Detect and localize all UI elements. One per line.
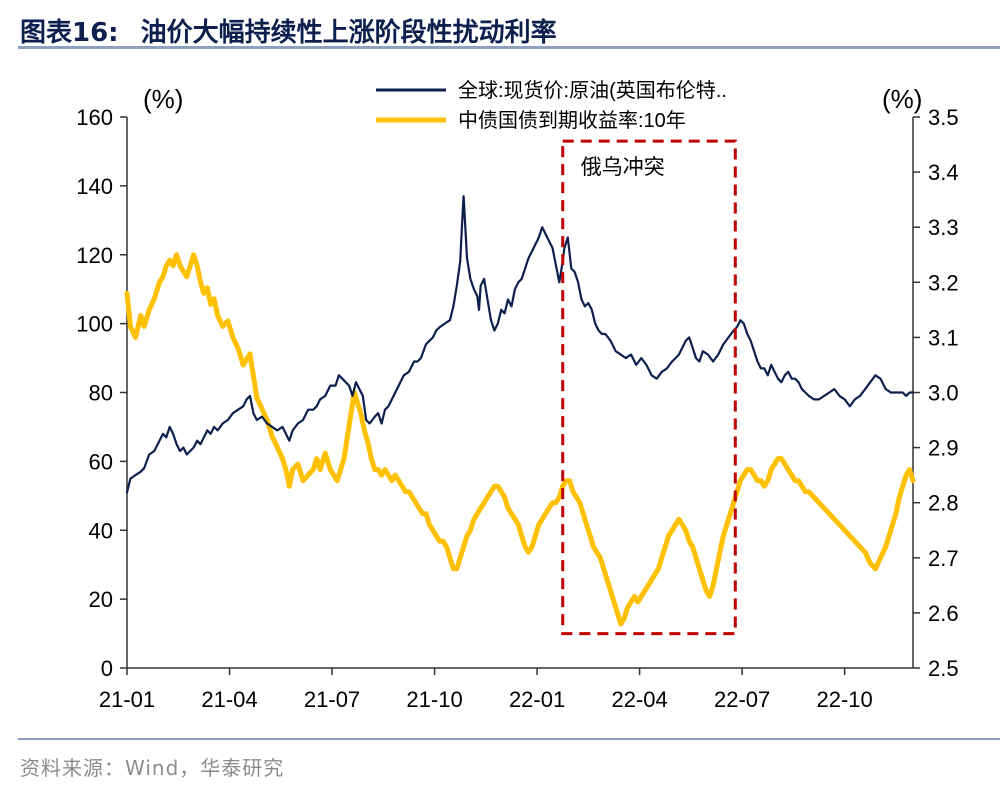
x-tick-label: 21-07 — [304, 687, 360, 712]
figure-title: 图表16: 油价大幅持续性上涨阶段性扰动利率 — [20, 12, 557, 49]
x-tick-label: 21-10 — [406, 687, 462, 712]
right-axis-unit: (%) — [882, 84, 922, 114]
right-tick-label: 3.5 — [928, 105, 959, 130]
right-tick-label: 3.3 — [928, 215, 959, 240]
series-line-yield — [124, 252, 916, 627]
right-tick-label: 2.9 — [928, 436, 959, 461]
left-tick-label: 120 — [76, 243, 113, 268]
right-tick-label: 2.5 — [928, 656, 959, 681]
conflict-annotation-label: 俄乌冲突 — [581, 156, 665, 179]
x-tick-label: 22-07 — [714, 687, 770, 712]
x-tick-label: 22-01 — [509, 687, 565, 712]
series-layer — [124, 195, 916, 627]
figure-title-text: 油价大幅持续性上涨阶段性扰动利率 — [140, 18, 557, 48]
left-ticks: 0 20 40 60 80 100 120 140 160 — [76, 105, 127, 681]
right-tick-label: 2.7 — [928, 546, 959, 571]
conflict-annotation-box — [561, 139, 737, 636]
source-note: 资料来源：Wind，华泰研究 — [20, 756, 285, 780]
footer-rule — [18, 738, 1000, 740]
x-tick-label: 22-10 — [817, 687, 873, 712]
right-ticks: 2.5 2.6 2.7 2.8 2.9 3.0 3.1 3.2 3.3 3.4 3.5 — [913, 105, 959, 681]
x-tick-label: 21-01 — [99, 687, 155, 712]
left-tick-label: 40 — [89, 518, 113, 543]
left-tick-label: 20 — [89, 587, 113, 612]
legend-label-oil: 全球:现货价:原油(英国布伦特.. — [458, 79, 727, 102]
left-tick-label: 100 — [76, 312, 113, 337]
legend-label-yield: 中债国债到期收益率:10年 — [458, 109, 686, 132]
x-tick-label: 21-04 — [201, 687, 257, 712]
right-tick-label: 3.2 — [928, 270, 959, 295]
left-axis-unit: (%) — [143, 84, 183, 114]
x-tick-label: 22-04 — [611, 687, 667, 712]
legend: 全球:现货价:原油(英国布伦特.. 中债国债到期收益率:10年 — [376, 79, 727, 132]
left-tick-label: 140 — [76, 174, 113, 199]
title-rule — [18, 46, 1000, 49]
series-line-oil — [125, 195, 915, 494]
right-tick-label: 2.6 — [928, 601, 959, 626]
left-tick-label: 160 — [76, 105, 113, 130]
right-tick-label: 3.0 — [928, 381, 959, 406]
axes-layer — [126, 117, 914, 669]
conflict-annotation: 俄乌冲突 — [561, 139, 737, 636]
left-tick-label: 80 — [89, 381, 113, 406]
left-tick-label: 60 — [89, 449, 113, 474]
right-tick-label: 2.8 — [928, 491, 959, 516]
x-ticks: 21-01 21-04 21-07 21-10 22-01 22-04 22-07 22-10 — [99, 668, 873, 712]
left-tick-label: 0 — [101, 656, 113, 681]
right-tick-label: 3.1 — [928, 325, 959, 350]
right-tick-label: 3.4 — [928, 160, 959, 185]
figure-label: 图表16: — [20, 18, 119, 48]
